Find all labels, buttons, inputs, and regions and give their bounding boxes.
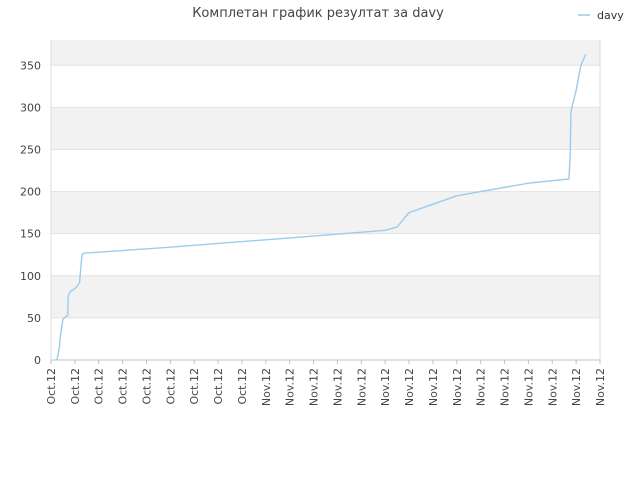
- x-tick-label: Nov.12: [522, 368, 535, 406]
- plot-band: [51, 40, 600, 66]
- x-tick-label: Oct.12: [69, 368, 82, 405]
- y-tick-label: 350: [20, 59, 41, 72]
- gridlines: [50, 40, 601, 361]
- legend-label-davy: davy: [597, 9, 624, 22]
- y-tick-label: 0: [34, 354, 41, 367]
- series-line-davy: [56, 54, 587, 361]
- y-axis-ticks: 0 50 100 150 200 250 300 350: [20, 59, 41, 367]
- x-tick-label: Nov.12: [284, 368, 297, 406]
- x-tick-label: Nov.12: [475, 368, 488, 406]
- plot-band: [51, 107, 600, 150]
- plot-band: [51, 233, 600, 276]
- x-tick-label: Oct.12: [164, 368, 177, 405]
- x-tick-label: Nov.12: [403, 368, 416, 406]
- x-tick-label: Nov.12: [594, 368, 607, 406]
- x-tick-label: Oct.12: [212, 368, 225, 405]
- chart-title: Комплетан график резултат за davy: [192, 6, 444, 21]
- x-tick-label: Nov.12: [355, 368, 368, 406]
- plot-band: [51, 149, 600, 192]
- x-axis-ticks: Oct.12 Oct.12 Oct.12 Oct.12 Oct.12 Oct.12 Oct.…: [45, 360, 607, 406]
- plot-band: [51, 275, 600, 318]
- x-tick-label: Nov.12: [451, 368, 464, 406]
- plot-band: [51, 65, 600, 108]
- x-tick-label: Nov.12: [331, 368, 344, 406]
- plot-bands: [51, 40, 600, 360]
- x-tick-label: Oct.12: [93, 368, 106, 405]
- x-tick-label: Oct.12: [188, 368, 201, 405]
- series-layer: [56, 54, 587, 361]
- x-tick-label: Nov.12: [427, 368, 440, 406]
- x-tick-label: Oct.12: [117, 368, 130, 405]
- x-tick-label: Nov.12: [308, 368, 321, 406]
- x-tick-label: Nov.12: [260, 368, 273, 406]
- x-tick-label: Oct.12: [140, 368, 153, 405]
- x-tick-label: Oct.12: [236, 368, 249, 405]
- x-tick-label: Oct.12: [45, 368, 58, 405]
- y-tick-label: 150: [20, 228, 41, 241]
- plot-band: [51, 191, 600, 234]
- plot-band: [51, 317, 600, 360]
- y-tick-label: 250: [20, 143, 41, 156]
- y-tick-label: 100: [20, 270, 41, 283]
- legend[interactable]: davy: [578, 9, 624, 22]
- y-tick-label: 50: [27, 312, 41, 325]
- x-tick-label: Nov.12: [570, 368, 583, 406]
- x-tick-label: Nov.12: [379, 368, 392, 406]
- x-tick-label: Nov.12: [546, 368, 559, 406]
- y-tick-label: 300: [20, 101, 41, 114]
- y-tick-label: 200: [20, 186, 41, 199]
- x-tick-label: Nov.12: [499, 368, 512, 406]
